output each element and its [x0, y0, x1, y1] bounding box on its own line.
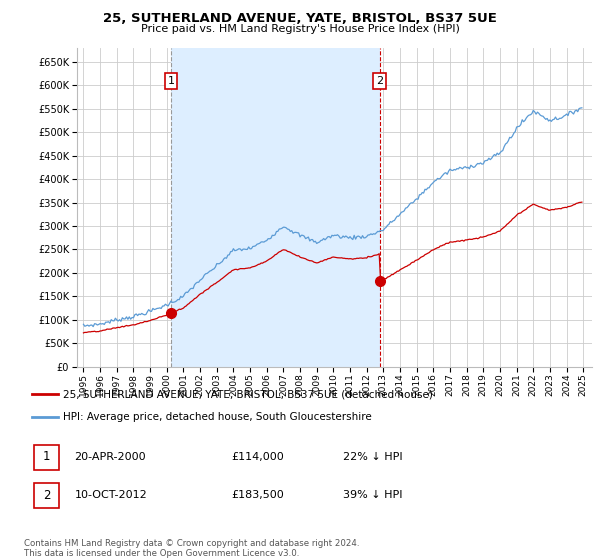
Text: 2: 2	[43, 488, 50, 502]
Text: HPI: Average price, detached house, South Gloucestershire: HPI: Average price, detached house, Sout…	[63, 412, 372, 422]
Text: 10-OCT-2012: 10-OCT-2012	[74, 490, 147, 500]
Text: 22% ↓ HPI: 22% ↓ HPI	[343, 452, 403, 462]
Bar	[34, 445, 59, 470]
Text: 1: 1	[167, 76, 175, 86]
Text: £114,000: £114,000	[232, 452, 284, 462]
Text: Contains HM Land Registry data © Crown copyright and database right 2024.
This d: Contains HM Land Registry data © Crown c…	[24, 539, 359, 558]
Bar	[171, 48, 380, 367]
Text: 25, SUTHERLAND AVENUE, YATE, BRISTOL, BS37 5UE: 25, SUTHERLAND AVENUE, YATE, BRISTOL, BS…	[103, 12, 497, 25]
Text: 20-APR-2000: 20-APR-2000	[74, 452, 146, 462]
Text: 2: 2	[376, 76, 383, 86]
Text: 39% ↓ HPI: 39% ↓ HPI	[343, 490, 403, 500]
Text: 25, SUTHERLAND AVENUE, YATE, BRISTOL, BS37 5UE (detached house): 25, SUTHERLAND AVENUE, YATE, BRISTOL, BS…	[63, 389, 433, 399]
Text: Price paid vs. HM Land Registry's House Price Index (HPI): Price paid vs. HM Land Registry's House …	[140, 24, 460, 34]
Text: 1: 1	[43, 450, 50, 464]
Text: £183,500: £183,500	[232, 490, 284, 500]
Bar	[34, 483, 59, 508]
